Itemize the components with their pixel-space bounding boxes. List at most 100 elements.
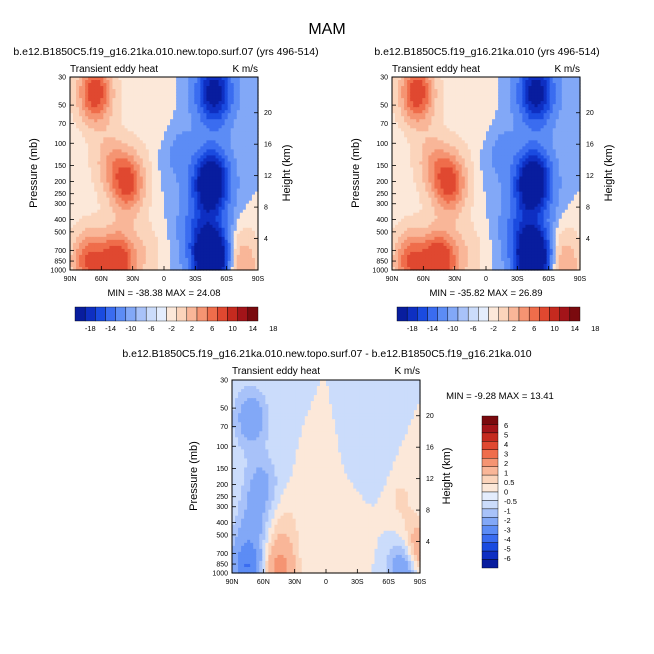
heat-cell	[203, 116, 208, 120]
heat-cell	[85, 155, 89, 160]
heat-cell	[413, 119, 417, 123]
heat-cell	[88, 158, 92, 163]
heat-cell	[236, 107, 241, 111]
heat-cell	[170, 101, 174, 105]
heat-cell	[212, 242, 217, 247]
heat-cell	[191, 230, 195, 235]
heat-cell	[148, 89, 153, 93]
heat-cell	[398, 80, 402, 84]
heat-cell	[97, 218, 101, 223]
heat-cell	[142, 116, 147, 120]
heat-cell	[242, 242, 247, 247]
heat-cell	[407, 194, 411, 199]
heat-cell	[70, 203, 74, 208]
heat-cell	[221, 101, 226, 105]
heat-cell	[401, 212, 405, 217]
heat-cell	[103, 236, 107, 241]
heat-cell	[94, 215, 98, 220]
heat-cell	[392, 236, 396, 241]
heat-cell	[413, 197, 417, 202]
heat-cell	[133, 110, 138, 114]
heat-cell	[401, 179, 405, 184]
heat-cell	[194, 134, 198, 138]
heat-cell	[185, 182, 189, 187]
heat-cell	[248, 224, 253, 229]
heat-cell	[154, 191, 159, 196]
heat-cell	[176, 95, 180, 99]
y-tick-label: 250	[54, 191, 66, 198]
colorbar-label: 6	[210, 324, 214, 333]
heat-cell	[160, 239, 165, 244]
heat-cell	[425, 113, 429, 117]
heat-cell	[197, 227, 201, 232]
heat-cell	[416, 80, 420, 84]
heat-cell	[182, 185, 186, 190]
heat-cell	[182, 119, 186, 123]
heat-cell	[73, 89, 77, 93]
heat-cell	[145, 224, 150, 229]
heat-cell	[130, 248, 135, 253]
heat-cell	[100, 197, 104, 202]
heat-cell	[91, 242, 95, 247]
heat-cell	[248, 209, 253, 214]
heat-cell	[416, 95, 420, 99]
heat-cell	[85, 260, 89, 265]
heat-cell	[194, 95, 198, 99]
heat-cell	[227, 239, 232, 244]
colorbar-swatch	[74, 306, 86, 322]
heat-cell	[197, 113, 201, 117]
heat-cell	[224, 254, 229, 259]
right-tick-label: 8	[264, 205, 268, 212]
heat-cell	[236, 86, 241, 90]
heat-cell	[100, 143, 104, 147]
heat-cell	[76, 251, 80, 256]
heat-cell	[422, 89, 426, 93]
heat-cell	[127, 128, 132, 132]
heat-cell	[79, 227, 83, 232]
heat-cell	[239, 173, 244, 178]
heat-cell	[254, 116, 259, 120]
heat-cell	[100, 242, 104, 247]
heat-cell	[227, 185, 232, 190]
heat-cell	[392, 221, 396, 226]
heat-cell	[88, 128, 92, 132]
heat-cell	[118, 215, 123, 220]
colorbar-label: 2	[190, 324, 194, 333]
heat-cell	[106, 113, 111, 117]
heat-cell	[242, 83, 247, 87]
heat-cell	[422, 119, 426, 123]
heat-cell	[218, 167, 223, 172]
heat-cell	[170, 224, 174, 229]
heat-cell	[422, 158, 426, 163]
heat-cell	[251, 191, 256, 196]
heat-cell	[197, 209, 201, 214]
heat-cell	[79, 158, 83, 163]
heat-cell	[215, 107, 220, 111]
heat-cell	[245, 218, 250, 223]
heat-cell	[70, 212, 74, 217]
heat-cell	[142, 92, 147, 96]
heat-cell	[103, 191, 107, 196]
heat-cell	[91, 254, 95, 259]
heat-cell	[179, 140, 183, 144]
heat-cell	[245, 131, 250, 135]
y-tick-label: 700	[54, 248, 66, 255]
heat-cell	[103, 131, 107, 135]
heat-cell	[170, 188, 174, 193]
heat-cell	[173, 167, 177, 172]
heat-cell	[82, 149, 86, 153]
heat-cell	[97, 263, 101, 268]
heat-cell	[139, 146, 144, 150]
heat-cell	[173, 224, 177, 229]
heat-cell	[251, 254, 256, 259]
heat-cell	[124, 131, 129, 135]
heat-cell	[236, 263, 241, 268]
heat-cell	[185, 197, 189, 202]
heat-cell	[416, 155, 420, 160]
heat-cell	[157, 215, 162, 220]
heat-cell	[106, 179, 111, 184]
heat-cell	[142, 224, 147, 229]
heat-cell	[106, 254, 111, 259]
heat-cell	[224, 182, 229, 187]
